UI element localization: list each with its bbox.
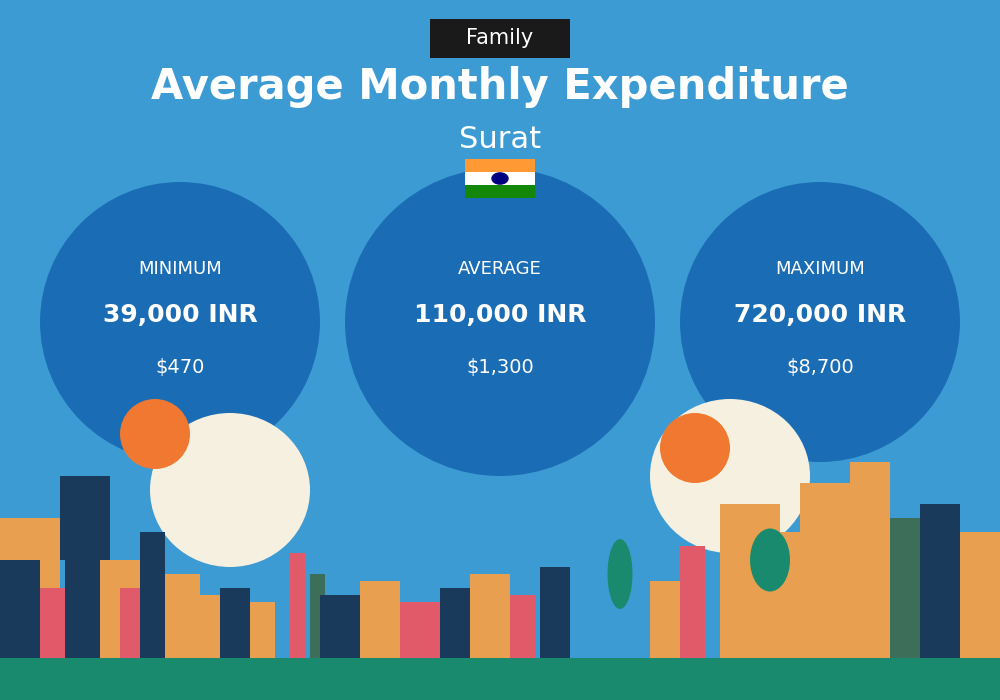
FancyBboxPatch shape <box>40 588 65 658</box>
Text: 39,000 INR: 39,000 INR <box>103 303 257 327</box>
Text: $1,300: $1,300 <box>466 358 534 377</box>
Text: Average Monthly Expenditure: Average Monthly Expenditure <box>151 66 849 108</box>
FancyBboxPatch shape <box>770 532 810 658</box>
Text: $470: $470 <box>155 358 205 377</box>
FancyBboxPatch shape <box>100 560 140 658</box>
FancyBboxPatch shape <box>960 532 1000 658</box>
FancyBboxPatch shape <box>650 581 690 658</box>
FancyBboxPatch shape <box>320 595 360 658</box>
FancyBboxPatch shape <box>400 602 440 658</box>
FancyBboxPatch shape <box>465 172 535 185</box>
FancyBboxPatch shape <box>540 567 570 658</box>
FancyBboxPatch shape <box>0 658 1000 700</box>
Ellipse shape <box>650 399 810 553</box>
FancyBboxPatch shape <box>465 185 535 197</box>
FancyBboxPatch shape <box>465 160 535 172</box>
Ellipse shape <box>750 528 790 592</box>
FancyBboxPatch shape <box>65 546 105 658</box>
Ellipse shape <box>40 182 320 462</box>
Text: $8,700: $8,700 <box>786 358 854 377</box>
FancyBboxPatch shape <box>250 602 275 658</box>
Ellipse shape <box>608 539 633 609</box>
FancyBboxPatch shape <box>120 588 150 658</box>
Text: 110,000 INR: 110,000 INR <box>414 303 586 327</box>
Ellipse shape <box>680 182 960 462</box>
FancyBboxPatch shape <box>140 532 165 658</box>
FancyBboxPatch shape <box>430 19 570 58</box>
Circle shape <box>492 173 508 184</box>
Text: MINIMUM: MINIMUM <box>138 260 222 279</box>
FancyBboxPatch shape <box>220 588 250 658</box>
Text: Surat: Surat <box>459 125 541 155</box>
FancyBboxPatch shape <box>440 588 470 658</box>
FancyBboxPatch shape <box>470 574 510 658</box>
FancyBboxPatch shape <box>310 574 325 658</box>
Text: AVERAGE: AVERAGE <box>458 260 542 279</box>
Text: Family: Family <box>466 29 534 48</box>
FancyBboxPatch shape <box>890 518 920 658</box>
FancyBboxPatch shape <box>720 504 780 658</box>
Ellipse shape <box>345 168 655 476</box>
FancyBboxPatch shape <box>60 476 110 560</box>
FancyBboxPatch shape <box>850 462 890 658</box>
Ellipse shape <box>120 399 190 469</box>
FancyBboxPatch shape <box>920 504 960 658</box>
FancyBboxPatch shape <box>165 574 200 658</box>
Text: MAXIMUM: MAXIMUM <box>775 260 865 279</box>
FancyBboxPatch shape <box>510 595 535 658</box>
FancyBboxPatch shape <box>360 581 400 658</box>
Text: 720,000 INR: 720,000 INR <box>734 303 906 327</box>
FancyBboxPatch shape <box>0 560 40 658</box>
Ellipse shape <box>660 413 730 483</box>
FancyBboxPatch shape <box>290 553 305 658</box>
FancyBboxPatch shape <box>200 595 230 658</box>
Ellipse shape <box>150 413 310 567</box>
FancyBboxPatch shape <box>0 518 60 658</box>
FancyBboxPatch shape <box>800 483 850 658</box>
FancyBboxPatch shape <box>680 546 705 658</box>
